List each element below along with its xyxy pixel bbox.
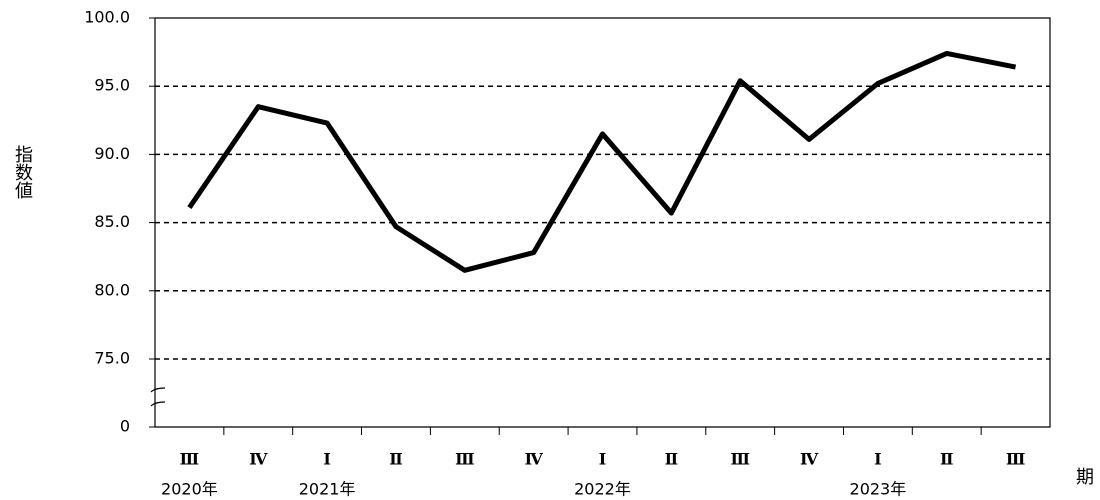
x-tick-label: Ⅲ <box>455 450 474 469</box>
x-tick-label: Ⅰ <box>599 450 606 469</box>
y-tick-label: 95.0 <box>94 76 130 95</box>
y-tick-label: 100.0 <box>84 8 130 27</box>
x-tick-label: Ⅲ <box>1006 450 1025 469</box>
y-tick-label: 80.0 <box>94 280 130 299</box>
x-tick-label: Ⅲ <box>730 450 749 469</box>
x-tick-label: Ⅳ <box>800 450 819 469</box>
y-tick-label: 0 <box>120 417 130 436</box>
x-tick-label: Ⅱ <box>665 450 678 469</box>
x-group-label: 2020年 <box>161 480 218 499</box>
x-tick-label: Ⅰ <box>874 450 881 469</box>
x-axis-label: 期 <box>1076 467 1094 488</box>
x-tick-label: Ⅳ <box>525 450 544 469</box>
y-tick-label: 85.0 <box>94 212 130 231</box>
x-tick-label: Ⅱ <box>389 450 402 469</box>
x-tick-label: Ⅰ <box>323 450 330 469</box>
plot-frame <box>154 17 1051 428</box>
x-group-label: 2023年 <box>850 480 907 499</box>
x-tick-label: Ⅱ <box>940 450 953 469</box>
data-line <box>187 50 1017 273</box>
y-tick-label: 90.0 <box>94 144 130 163</box>
axis-break <box>150 387 166 407</box>
x-group-label: 2022年 <box>574 480 631 499</box>
x-tick-label: Ⅲ <box>180 450 199 469</box>
x-tick-label: Ⅳ <box>249 450 268 469</box>
y-tick-label: 75.0 <box>94 349 130 368</box>
x-group-label: 2021年 <box>299 480 356 499</box>
y-axis-label: 指数値 <box>12 145 33 199</box>
